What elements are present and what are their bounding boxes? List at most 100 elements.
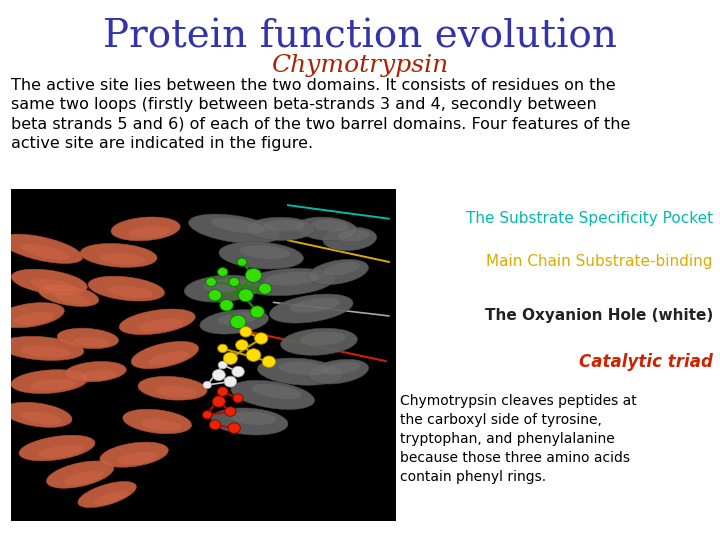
- Circle shape: [210, 420, 220, 430]
- Text: The active site lies between the two domains. It consists of residues on the
sam: The active site lies between the two dom…: [11, 78, 630, 151]
- Ellipse shape: [264, 272, 320, 286]
- Bar: [11, 189, 396, 521]
- Circle shape: [233, 394, 243, 403]
- Text: Catalytic triad: Catalytic triad: [579, 353, 713, 371]
- Ellipse shape: [1, 234, 83, 264]
- Circle shape: [217, 387, 228, 396]
- Ellipse shape: [258, 358, 342, 385]
- Ellipse shape: [251, 384, 302, 399]
- Circle shape: [229, 278, 240, 287]
- Ellipse shape: [338, 230, 370, 241]
- Ellipse shape: [200, 309, 269, 334]
- Circle shape: [223, 352, 238, 365]
- Ellipse shape: [324, 362, 360, 375]
- Ellipse shape: [230, 411, 276, 425]
- Circle shape: [246, 268, 261, 282]
- Ellipse shape: [100, 442, 168, 467]
- Ellipse shape: [129, 226, 170, 238]
- Circle shape: [238, 289, 253, 302]
- Ellipse shape: [269, 294, 353, 323]
- Circle shape: [230, 315, 246, 329]
- Ellipse shape: [296, 217, 357, 241]
- Ellipse shape: [21, 244, 70, 260]
- Ellipse shape: [47, 461, 114, 488]
- Circle shape: [208, 289, 222, 301]
- Ellipse shape: [324, 262, 360, 275]
- Circle shape: [224, 376, 237, 387]
- Ellipse shape: [219, 242, 303, 269]
- Circle shape: [258, 283, 271, 294]
- Ellipse shape: [38, 284, 99, 307]
- Text: Chymotrypsin: Chymotrypsin: [271, 54, 449, 77]
- Circle shape: [246, 349, 261, 361]
- Circle shape: [255, 333, 268, 344]
- Circle shape: [251, 306, 264, 318]
- Ellipse shape: [117, 451, 158, 464]
- Ellipse shape: [281, 328, 357, 355]
- Circle shape: [206, 278, 216, 287]
- Ellipse shape: [308, 259, 369, 285]
- Circle shape: [217, 344, 228, 353]
- Ellipse shape: [111, 217, 180, 241]
- Ellipse shape: [211, 408, 288, 435]
- Ellipse shape: [242, 268, 334, 296]
- Ellipse shape: [240, 245, 290, 259]
- Circle shape: [203, 381, 212, 389]
- Ellipse shape: [0, 302, 64, 328]
- Ellipse shape: [88, 276, 165, 301]
- Ellipse shape: [264, 220, 305, 231]
- Circle shape: [218, 361, 228, 369]
- Ellipse shape: [300, 332, 346, 345]
- Text: Main Chain Substrate-binding: Main Chain Substrate-binding: [486, 254, 713, 269]
- Ellipse shape: [120, 309, 195, 335]
- Ellipse shape: [20, 346, 71, 358]
- Text: The Oxyanion Hole (white): The Oxyanion Hole (white): [485, 308, 713, 323]
- Ellipse shape: [184, 275, 261, 302]
- Circle shape: [232, 366, 244, 377]
- Ellipse shape: [290, 298, 340, 313]
- Ellipse shape: [246, 217, 315, 240]
- Ellipse shape: [80, 244, 157, 267]
- Ellipse shape: [19, 435, 95, 461]
- Ellipse shape: [21, 411, 62, 424]
- Circle shape: [240, 327, 252, 337]
- Ellipse shape: [0, 336, 84, 360]
- Text: The Substrate Specificity Pocket: The Substrate Specificity Pocket: [466, 211, 713, 226]
- Ellipse shape: [148, 351, 189, 366]
- Ellipse shape: [107, 286, 153, 298]
- Ellipse shape: [30, 379, 76, 391]
- Ellipse shape: [11, 370, 88, 394]
- Ellipse shape: [156, 386, 197, 397]
- Ellipse shape: [231, 380, 315, 409]
- Ellipse shape: [14, 312, 55, 325]
- Ellipse shape: [64, 471, 104, 485]
- Circle shape: [235, 340, 248, 350]
- Ellipse shape: [4, 402, 72, 427]
- Ellipse shape: [211, 218, 266, 233]
- Ellipse shape: [81, 370, 118, 380]
- Ellipse shape: [57, 328, 119, 349]
- Circle shape: [202, 411, 212, 419]
- Ellipse shape: [189, 214, 280, 244]
- Circle shape: [228, 423, 240, 434]
- Text: Protein function evolution: Protein function evolution: [103, 19, 617, 56]
- Ellipse shape: [99, 253, 145, 265]
- Ellipse shape: [65, 361, 126, 382]
- Ellipse shape: [307, 359, 369, 384]
- Ellipse shape: [138, 319, 184, 332]
- Ellipse shape: [12, 269, 87, 295]
- Circle shape: [212, 369, 225, 381]
- Ellipse shape: [217, 312, 258, 325]
- Ellipse shape: [54, 293, 91, 305]
- Ellipse shape: [131, 341, 199, 369]
- Ellipse shape: [73, 336, 110, 347]
- Circle shape: [220, 300, 233, 311]
- Ellipse shape: [78, 482, 136, 508]
- Ellipse shape: [140, 418, 181, 431]
- Ellipse shape: [204, 279, 250, 292]
- Ellipse shape: [278, 361, 329, 375]
- Ellipse shape: [38, 444, 84, 458]
- Circle shape: [212, 396, 225, 407]
- Ellipse shape: [30, 279, 76, 292]
- Ellipse shape: [138, 376, 207, 400]
